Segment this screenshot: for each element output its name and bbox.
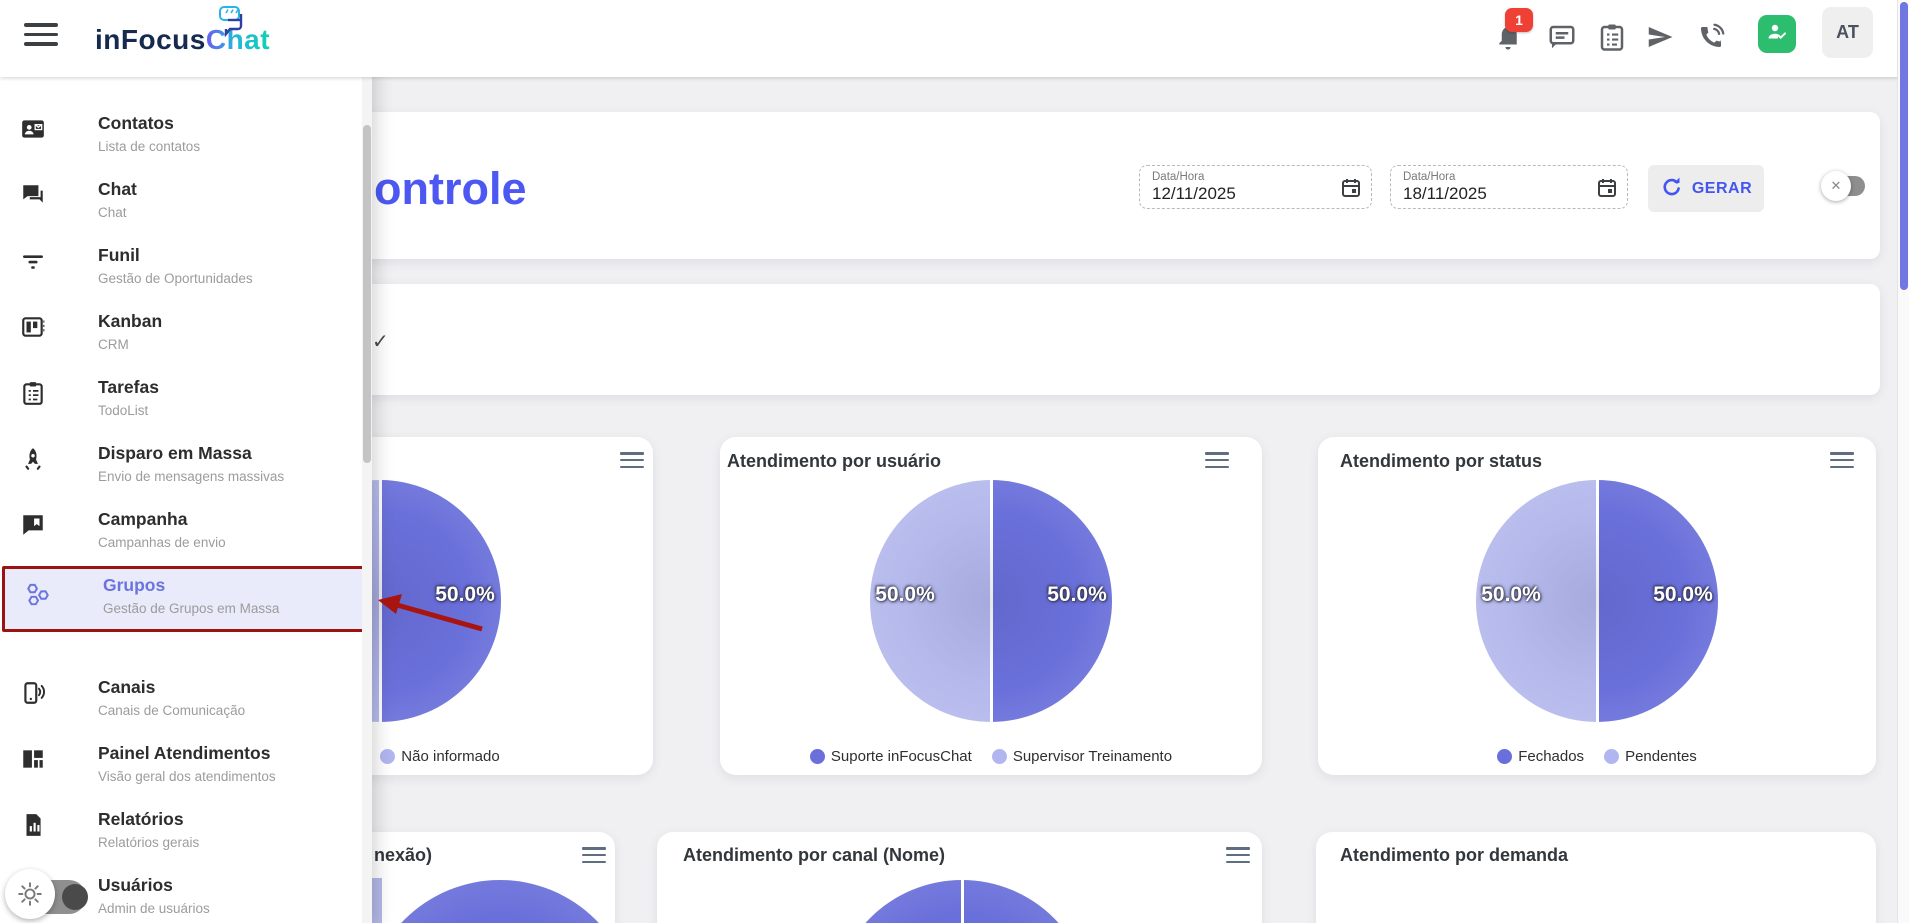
chat-bubbles-icon xyxy=(20,182,46,208)
sidebar-drawer: Lista de atendimentos Contatos Lista de … xyxy=(0,64,372,923)
chart-menu-icon[interactable] xyxy=(1830,452,1854,470)
chart-title: Atendimento por status xyxy=(1340,451,1543,471)
legend-label: Pendentes xyxy=(1625,748,1697,765)
legend-label: Suporte inFocusChat xyxy=(830,748,972,765)
agent-status-button[interactable] xyxy=(1758,15,1796,53)
sidebar-item-painel-atendimentos[interactable]: Painel Atendimentos Visão geral dos aten… xyxy=(0,734,362,800)
control-panel-card xyxy=(300,112,1880,259)
pie-slice-label: 50.0% xyxy=(1047,583,1107,606)
app-header: inFocusChat 1 AT xyxy=(0,0,1909,77)
sidebar-item-grupos[interactable]: Grupos Gestão de Grupos em Massa xyxy=(2,566,367,632)
pie-left-legend: Não informado xyxy=(227,748,653,765)
generate-button[interactable]: GERAR xyxy=(1648,165,1764,212)
date-to-value[interactable]: 18/11/2025 xyxy=(1403,184,1487,203)
light-mode-sun-icon[interactable] xyxy=(5,869,55,919)
pie-por-usuario-legend: Suporte inFocusChat Supervisor Treinamen… xyxy=(720,748,1262,765)
pie-slice-label: 50.0% xyxy=(435,583,495,606)
send-icon[interactable] xyxy=(1645,22,1677,54)
sidebar-scrollbar-thumb[interactable] xyxy=(363,125,371,463)
sidebar-item-campanha[interactable]: Campanha Campanhas de envio xyxy=(0,500,362,566)
chart-title: Atendimento por demanda xyxy=(1340,845,1569,865)
pie-chart-por-usuario xyxy=(870,480,1112,722)
campaign-bubble-icon xyxy=(20,512,46,538)
calendar-icon[interactable] xyxy=(1595,176,1619,205)
funnel-icon xyxy=(20,248,46,274)
generate-button-label: GERAR xyxy=(1691,179,1753,197)
sidebar-item-kanban[interactable]: Kanban CRM xyxy=(0,302,362,368)
notification-badge: 1 xyxy=(1505,8,1533,32)
logo-chat-bubbles-icon xyxy=(210,4,250,43)
chart-title: Atendimento por canal (Nome) xyxy=(683,845,946,865)
person-check-icon xyxy=(1765,20,1789,49)
contact-card-icon xyxy=(20,116,46,142)
legend-dot xyxy=(809,749,825,764)
pie-slice-label: 50.0% xyxy=(875,583,935,606)
filter-checkmark: ✓ xyxy=(372,331,389,353)
kanban-board-icon xyxy=(20,314,46,340)
menu-hamburger-icon[interactable] xyxy=(24,23,58,53)
legend-label: Não informado xyxy=(401,748,500,765)
clipboard-list-icon xyxy=(20,380,46,406)
chart-menu-icon[interactable] xyxy=(620,452,644,470)
refresh-icon xyxy=(1660,175,1684,202)
filter-card xyxy=(300,284,1880,395)
auto-refresh-toggle-thumb[interactable]: ✕ xyxy=(1821,171,1851,201)
sidebar-section-divider xyxy=(0,632,372,668)
date-to-field[interactable]: Data/Hora 18/11/2025 xyxy=(1390,165,1628,209)
rocket-icon xyxy=(20,446,46,472)
sidebar-item-contatos[interactable]: Contatos Lista de contatos xyxy=(0,104,362,170)
legend-dot xyxy=(1497,749,1513,764)
page-scrollbar-track[interactable] xyxy=(1897,0,1909,923)
page-scrollbar-thumb[interactable] xyxy=(1900,2,1908,290)
dashboard-tiles-icon xyxy=(20,746,46,772)
pie-slice-label: 50.0% xyxy=(1481,583,1541,606)
notifications-bell-icon[interactable]: 1 xyxy=(1493,8,1533,54)
pie-por-status-legend: Fechados Pendentes xyxy=(1318,748,1876,765)
page-title: ontrole xyxy=(374,163,527,214)
chart-title-fragment: nexão) xyxy=(374,845,433,865)
user-avatar[interactable]: AT xyxy=(1822,7,1873,58)
date-from-label: Data/Hora xyxy=(1152,171,1205,183)
groups-hexagons-icon xyxy=(25,581,51,607)
chart-menu-icon[interactable] xyxy=(1205,452,1229,470)
chart-menu-icon[interactable] xyxy=(582,847,606,865)
sidebar-scrollbar-track[interactable] xyxy=(362,64,372,923)
sidebar-item-disparo-em-massa[interactable]: Disparo em Massa Envio de mensagens mass… xyxy=(0,434,362,500)
sidebar-item-tarefas[interactable]: Tarefas TodoList xyxy=(0,368,362,434)
channel-phone-icon xyxy=(20,680,46,706)
tasks-clipboard-icon[interactable] xyxy=(1597,22,1629,54)
calendar-icon[interactable] xyxy=(1339,176,1363,205)
date-to-label: Data/Hora xyxy=(1403,171,1456,183)
chart-title: Atendimento por usuário xyxy=(727,451,942,471)
messages-icon[interactable] xyxy=(1547,22,1579,54)
phone-call-icon[interactable] xyxy=(1696,22,1728,54)
legend-dot xyxy=(1604,749,1620,764)
report-file-icon xyxy=(20,812,46,838)
theme-toggle-thumb[interactable] xyxy=(62,884,88,910)
chart-card-por-demanda xyxy=(1316,832,1876,923)
pie-chart-por-status xyxy=(1476,480,1718,722)
sidebar-item-relatorios[interactable]: Relatórios Relatórios gerais xyxy=(0,800,362,866)
legend-dot xyxy=(991,749,1007,764)
sidebar-item-chat[interactable]: Chat Chat xyxy=(0,170,362,236)
sidebar-items: Lista de atendimentos Contatos Lista de … xyxy=(0,64,372,923)
pie-light-sliver xyxy=(372,878,382,923)
sidebar-item-funil[interactable]: Funil Gestão de Oportunidades xyxy=(0,236,362,302)
legend-dot xyxy=(380,749,396,764)
pie-slice-label: 50.0% xyxy=(1653,583,1713,606)
legend-label: Fechados xyxy=(1518,748,1585,765)
date-from-field[interactable]: Data/Hora 12/11/2025 xyxy=(1139,165,1372,209)
sidebar-item-canais[interactable]: Canais Canais de Comunicação xyxy=(0,668,362,734)
date-from-value[interactable]: 12/11/2025 xyxy=(1152,184,1236,203)
legend-label: Supervisor Treinamento xyxy=(1012,748,1173,765)
chart-menu-icon[interactable] xyxy=(1226,847,1250,865)
app-logo: inFocusChat xyxy=(95,24,271,55)
